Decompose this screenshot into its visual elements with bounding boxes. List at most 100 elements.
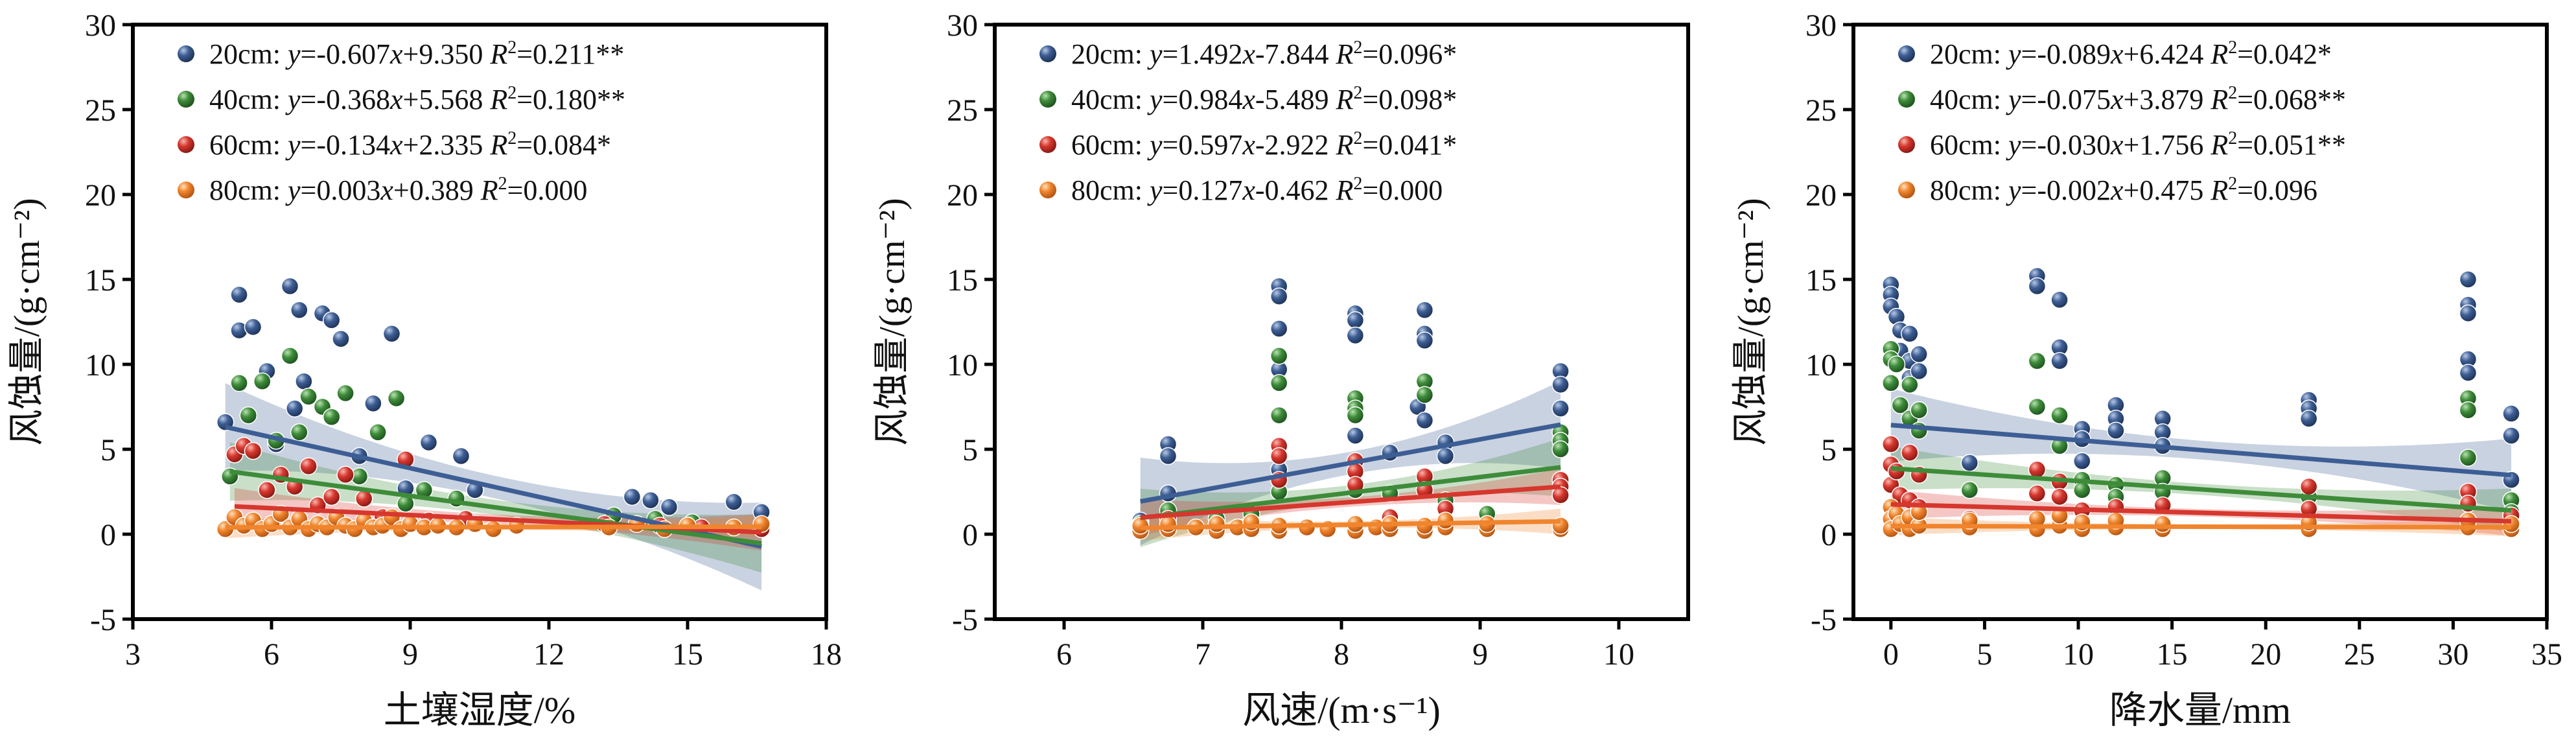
data-point-60cm <box>2028 484 2047 502</box>
data-point-20cm <box>1910 362 1928 381</box>
data-point-20cm <box>1346 427 1365 445</box>
data-point-40cm <box>369 423 387 441</box>
x-tick-label: 10 <box>1603 637 1634 672</box>
legend: 20cm: y=-0.089x+6.424 R2=0.042* 40cm: y=-… <box>1898 38 2346 206</box>
regression-line-80cm <box>1140 519 1561 530</box>
y-axis-title: 风蚀量/(g·cm⁻²) <box>1731 198 1771 445</box>
data-point-20cm <box>2028 277 2047 296</box>
legend-entry-60cm: 60cm: y=0.597x-2.922 R2=0.041* <box>1071 128 1457 161</box>
legend-marker-20cm <box>178 45 194 62</box>
data-point-20cm <box>2107 421 2125 440</box>
data-point-60cm <box>2028 460 2047 479</box>
x-tick-label: 15 <box>2157 637 2188 672</box>
x-tick-label: 18 <box>811 637 842 672</box>
plot-frame <box>131 23 828 621</box>
y-tick-label: 10 <box>947 348 978 382</box>
legend-entry-40cm: 40cm: y=-0.075x+3.879 R2=0.068** <box>1930 83 2346 115</box>
legend: 20cm: y=1.492x-7.844 R2=0.096* 40cm: y=0.… <box>1039 38 1457 206</box>
legend-marker-40cm <box>1898 91 1915 108</box>
x-axis-title: 风速/(m·s⁻¹) <box>1242 689 1441 731</box>
y-tick-label: 15 <box>947 263 978 298</box>
data-point-20cm <box>1436 447 1455 465</box>
chart-panel-3: -5 0 5 10 15 20 25 30 0 5 10 15 20 25 30 35 降水量/mm 风蚀量/(g… <box>1731 8 2562 731</box>
data-point-20cm <box>1270 320 1288 338</box>
regression-line-20cm <box>1140 422 1561 504</box>
data-point-40cm <box>299 388 318 406</box>
legend-entry-20cm: 20cm: y=-0.607x+9.350 R2=0.211** <box>209 38 624 70</box>
x-tick-label: 5 <box>1977 637 1992 672</box>
data-point-40cm <box>387 389 406 408</box>
data-point-20cm <box>1551 399 1570 418</box>
legend: 20cm: y=-0.607x+9.350 R2=0.211** 40cm: y=… <box>178 38 625 206</box>
data-point-20cm <box>2050 290 2069 309</box>
legend-marker-40cm <box>1039 91 1056 108</box>
data-point-20cm <box>642 491 660 510</box>
legend-entry-80cm: 80cm: y=0.127x-0.462 R2=0.000 <box>1071 174 1443 206</box>
data-point-20cm <box>230 285 248 304</box>
data-point-20cm <box>1960 454 1979 472</box>
legend-entry-20cm: 20cm: y=1.492x-7.844 R2=0.096* <box>1071 38 1457 70</box>
x-tick-label: 30 <box>2437 637 2468 672</box>
data-point-40cm <box>2028 397 2047 416</box>
data-point-20cm <box>725 493 743 511</box>
y-tick-label: 20 <box>85 178 116 213</box>
legend-marker-80cm <box>178 182 194 198</box>
y-axis-title: 风蚀量/(g·cm⁻²) <box>872 198 912 445</box>
data-point-40cm <box>1270 347 1288 365</box>
data-point-20cm <box>2459 304 2477 323</box>
data-point-60cm <box>1270 447 1288 465</box>
legend-marker-80cm <box>1898 182 1915 198</box>
data-point-20cm <box>1551 375 1570 394</box>
legend-entry-60cm: 60cm: y=-0.030x+1.756 R2=0.051** <box>1930 128 2346 161</box>
data-point-80cm <box>2153 515 2172 534</box>
data-point-60cm <box>2050 488 2069 506</box>
data-point-20cm <box>382 325 401 343</box>
data-point-20cm <box>2502 405 2520 423</box>
y-tick-label: 20 <box>947 178 978 213</box>
data-point-20cm <box>452 447 470 465</box>
data-point-60cm <box>1901 443 1919 462</box>
data-point-40cm <box>1270 406 1288 425</box>
y-tick-label: 0 <box>1821 518 1837 552</box>
data-point-40cm <box>1415 386 1434 404</box>
data-point-40cm <box>1551 440 1570 458</box>
data-point-20cm <box>295 372 313 390</box>
x-axis-title: 土壤湿度/% <box>384 689 575 731</box>
data-point-40cm <box>239 406 258 425</box>
data-point-60cm <box>322 488 341 506</box>
data-point-60cm <box>1887 462 1906 480</box>
x-tick-label: 6 <box>1056 637 1072 672</box>
data-point-20cm <box>2502 427 2520 445</box>
data-point-20cm <box>623 488 642 506</box>
x-tick-label: 12 <box>533 637 564 672</box>
legend-marker-60cm <box>1898 136 1915 153</box>
data-point-40cm <box>290 423 308 441</box>
y-tick-label: 30 <box>1805 8 1837 43</box>
data-point-40cm <box>1891 396 1910 414</box>
x-tick-label: 9 <box>1472 637 1488 672</box>
y-tick-label: 25 <box>85 93 116 128</box>
data-point-60cm <box>258 481 276 499</box>
data-point-60cm <box>299 457 318 475</box>
y-axis-title: 风蚀量/(g·cm⁻²) <box>7 198 47 445</box>
data-point-20cm <box>1415 411 1434 430</box>
data-point-20cm <box>290 301 308 319</box>
y-tick-label: 0 <box>100 518 116 552</box>
y-tick-label: 0 <box>962 518 978 552</box>
data-point-40cm <box>1270 374 1288 392</box>
data-point-80cm <box>1159 515 1178 534</box>
data-point-40cm <box>336 384 354 403</box>
x-tick-label: 7 <box>1195 637 1211 672</box>
data-point-40cm <box>2459 449 2477 467</box>
x-tick-label: 3 <box>125 637 141 672</box>
y-tick-label: 30 <box>85 8 116 43</box>
data-point-20cm <box>285 399 304 418</box>
y-tick-label: 25 <box>947 93 978 128</box>
y-tick-label: 25 <box>1805 93 1837 128</box>
y-tick-label: -5 <box>952 603 978 637</box>
x-tick-label: 10 <box>2063 637 2094 672</box>
data-point-20cm <box>1159 447 1178 465</box>
legend-marker-40cm <box>178 91 194 108</box>
legend-marker-60cm <box>1039 136 1056 153</box>
y-tick-label: 5 <box>100 433 116 467</box>
